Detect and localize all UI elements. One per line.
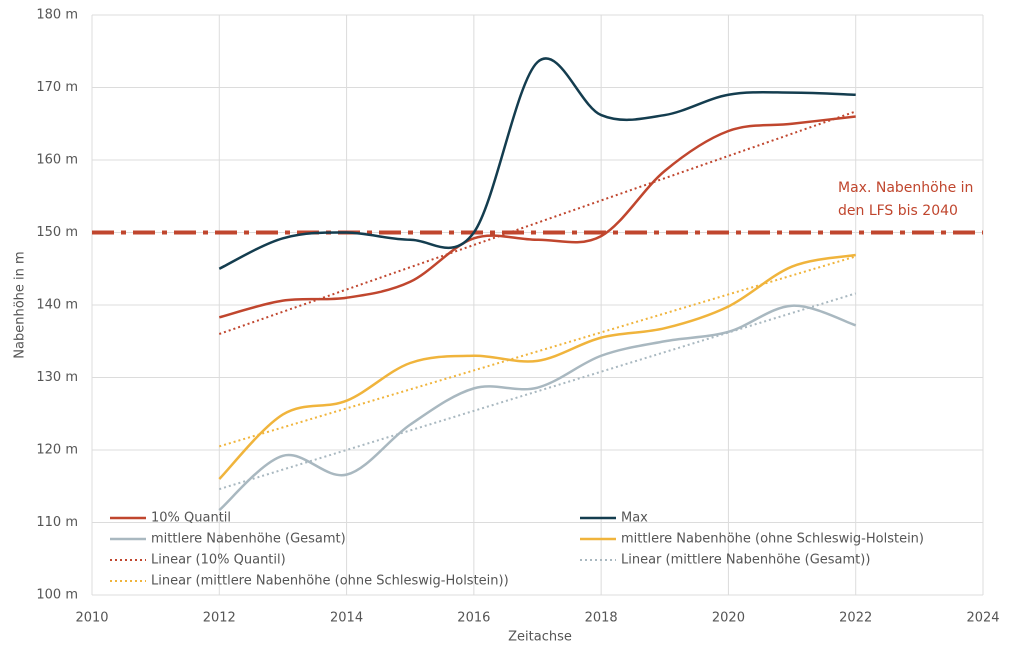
y-tick-label: 130 m — [36, 370, 78, 385]
reference-label: den LFS bis 2040 — [838, 203, 958, 219]
legend-label: Linear (mittlere Nabenhöhe (Gesamt)) — [621, 553, 870, 568]
legend-label: mittlere Nabenhöhe (Gesamt) — [151, 532, 346, 547]
series-line — [218, 115, 856, 319]
x-tick-label: 2010 — [75, 611, 108, 626]
y-tick-label: 100 m — [36, 588, 78, 603]
reference-label: Max. Nabenhöhe in — [838, 180, 973, 196]
legend-label: 10% Quantil — [151, 511, 231, 526]
x-tick-label: 2022 — [839, 611, 872, 626]
x-tick-label: 2024 — [966, 611, 999, 626]
legend-label: mittlere Nabenhöhe (ohne Schleswig-Holst… — [621, 532, 924, 547]
y-tick-label: 110 m — [36, 515, 78, 530]
legend-label: Max — [621, 511, 648, 526]
y-tick-label: 120 m — [36, 443, 78, 458]
legend-label: Linear (mittlere Nabenhöhe (ohne Schlesw… — [151, 574, 509, 589]
series-line — [218, 304, 857, 512]
series-line — [219, 255, 856, 448]
x-tick-label: 2012 — [203, 611, 236, 626]
x-tick-label: 2016 — [457, 611, 490, 626]
series-line — [218, 110, 857, 335]
y-tick-label: 150 m — [36, 225, 78, 240]
y-tick-label: 160 m — [36, 153, 78, 168]
series-line — [218, 253, 856, 480]
series-line — [218, 57, 856, 270]
y-tick-label: 140 m — [36, 298, 78, 313]
x-tick-label: 2020 — [712, 611, 745, 626]
y-tick-label: 170 m — [36, 80, 78, 95]
series-line — [218, 292, 857, 491]
x-tick-label: 2014 — [330, 611, 363, 626]
x-axis-label: Zeitachse — [508, 630, 572, 645]
legend-label: Linear (10% Quantil) — [151, 553, 286, 568]
y-axis-label: Nabenhöhe in m — [13, 251, 28, 358]
y-tick-label: 180 m — [36, 8, 78, 23]
x-tick-label: 2018 — [585, 611, 618, 626]
